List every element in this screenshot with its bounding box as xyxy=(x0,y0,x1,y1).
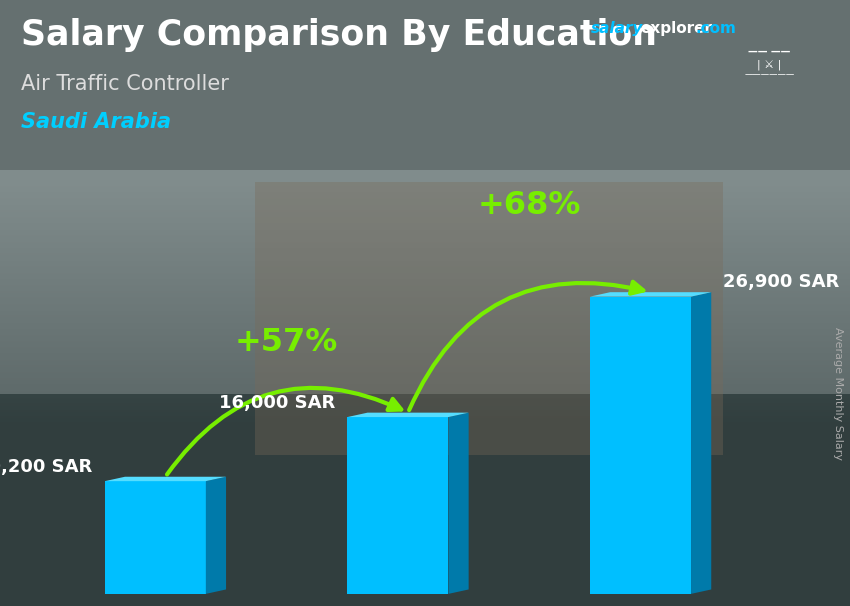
Polygon shape xyxy=(105,477,226,481)
Text: 10,200 SAR: 10,200 SAR xyxy=(0,458,93,476)
Text: Average Monthly Salary: Average Monthly Salary xyxy=(833,327,843,461)
Bar xyxy=(590,296,691,594)
Text: explorer: explorer xyxy=(640,21,712,36)
Text: ——————: —————— xyxy=(744,70,795,79)
Text: +68%: +68% xyxy=(478,190,581,221)
Text: Air Traffic Controller: Air Traffic Controller xyxy=(21,74,230,94)
Text: 16,000 SAR: 16,000 SAR xyxy=(219,393,335,411)
Polygon shape xyxy=(206,477,226,594)
Polygon shape xyxy=(348,413,468,417)
Text: —— ——: —— —— xyxy=(748,47,790,57)
Bar xyxy=(0,0,850,170)
Bar xyxy=(105,481,206,594)
Text: Salary Comparison By Education: Salary Comparison By Education xyxy=(21,18,657,52)
Bar xyxy=(0,394,850,606)
Text: +57%: +57% xyxy=(235,327,338,358)
Bar xyxy=(348,417,449,594)
Text: salary: salary xyxy=(591,21,643,36)
Polygon shape xyxy=(449,413,468,594)
Bar xyxy=(0,0,850,394)
Text: .com: .com xyxy=(695,21,736,36)
Text: 26,900 SAR: 26,900 SAR xyxy=(723,273,840,291)
Text: | ⚔ |: | ⚔ | xyxy=(757,59,781,70)
Polygon shape xyxy=(590,292,711,296)
Text: Saudi Arabia: Saudi Arabia xyxy=(21,112,172,132)
Bar xyxy=(255,182,722,454)
Polygon shape xyxy=(691,292,711,594)
